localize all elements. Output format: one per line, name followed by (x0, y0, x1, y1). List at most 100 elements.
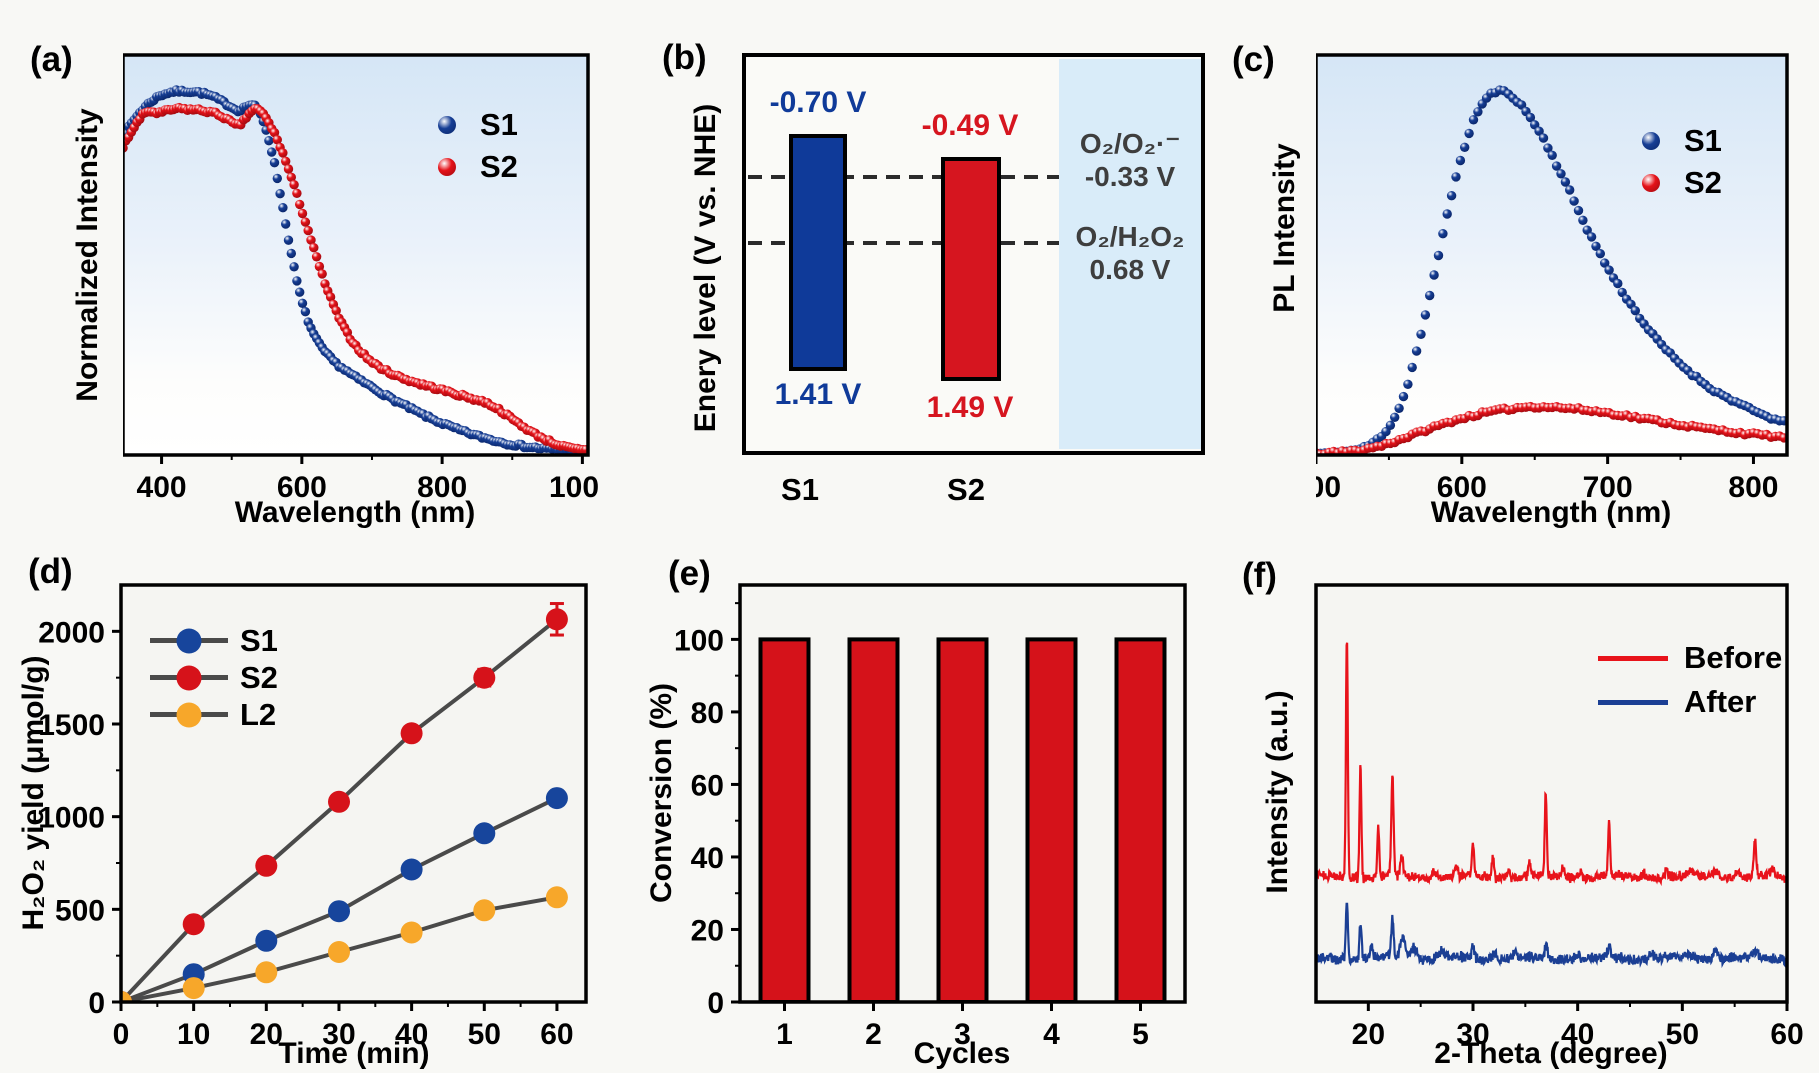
y-tick-label: 80 (691, 697, 724, 730)
legend-item-s1: S1 (438, 104, 518, 146)
legend-item-s2: S2 (1642, 162, 1722, 204)
panel-f-legend: Before After (1598, 636, 1782, 724)
s1-marker-icon (438, 116, 456, 134)
panel-d-plot: 0 10 20 30 40 50 60 0 500 1000 1500 2000 (38, 583, 588, 1051)
x-tick-label: 30 (1456, 1018, 1489, 1051)
l2-marker-icon (176, 702, 202, 727)
superoxide-potential-label: -0.33 V (1084, 161, 1176, 192)
h2o2-potential-label: 0.68 V (1089, 254, 1171, 285)
plot-border (1314, 583, 1789, 1004)
legend-item-before: Before (1598, 636, 1782, 680)
line-icon (150, 628, 228, 653)
panel-b-plot: -0.70 V 1.41 V -0.49 V 1.49 V O₂/O₂·⁻ -0… (742, 53, 1205, 455)
y-tick-label: 1000 (38, 802, 105, 835)
legend-label: S1 (1684, 123, 1722, 158)
legend-label: S1 (240, 622, 278, 658)
y-tick-label: 40 (691, 842, 724, 875)
x-tick-label: 400 (137, 471, 187, 504)
panel-d-xlabel: Time (min) (278, 1037, 430, 1070)
panel-b-letter: (b) (662, 38, 707, 77)
ref-line-o2-superoxide (748, 175, 1059, 179)
s2-marker-icon (1642, 174, 1660, 192)
panel-a-xlabel: Wavelength (nm) (234, 496, 476, 529)
bar-cycle-3 (936, 637, 989, 1002)
panel-d-letter: (d) (28, 552, 73, 591)
y-tick-label: 0 (88, 987, 105, 1020)
x-tick-label: 700 (1583, 471, 1633, 504)
panel-f-letter: (f) (1242, 556, 1277, 595)
s1-vb-label: 1.41 V (774, 378, 862, 411)
s2-marker-icon (176, 665, 202, 690)
legend-label: After (1684, 684, 1757, 719)
s1-marker-icon (176, 628, 202, 653)
x-tick-label: 1000 (549, 471, 599, 504)
series-S2 (1316, 401, 1787, 455)
x-tick-label: 500 (1316, 471, 1341, 504)
legend-item-l2: L2 (150, 696, 278, 733)
y-tick-label: 60 (691, 769, 724, 802)
panel-c-ylabel: PL Intensity (1268, 143, 1301, 313)
panel-e-xlabel: Cycles (913, 1037, 1011, 1070)
legend-label: Before (1684, 640, 1783, 675)
bar-cycle-5 (1114, 637, 1167, 1002)
series-L2 (121, 886, 568, 1002)
panel-b-shaded-region (1059, 59, 1201, 449)
x-tick-label: 30 (322, 1018, 355, 1051)
bar-cycle-4 (1025, 637, 1078, 1002)
y-tick-label: 1500 (38, 709, 105, 742)
panel-f-ylabel: Intensity (a.u.) (1261, 690, 1294, 894)
legend-label: S2 (480, 149, 518, 184)
x-tick-label: 20 (1352, 1018, 1385, 1051)
y-tick-label: 500 (55, 894, 105, 927)
panel-e-letter: (e) (668, 554, 711, 593)
x-tick-label: 40 (1561, 1018, 1594, 1051)
legend-item-s2: S2 (438, 146, 518, 188)
panel-a-plot: 400 600 800 1000 (123, 53, 599, 504)
legend-label: S1 (480, 107, 518, 142)
x-tick-label: 10 (177, 1018, 210, 1051)
y-tick-label: 0 (707, 987, 724, 1020)
panel-b-category-s1: S1 (781, 472, 819, 507)
line-icon (150, 702, 228, 727)
legend-label: S2 (1684, 165, 1722, 200)
x-tick-label: 600 (277, 471, 327, 504)
x-tick-label: 50 (468, 1018, 501, 1051)
x-tick-label: 1 (776, 1018, 793, 1051)
x-tick-label: 5 (1132, 1018, 1149, 1051)
x-tick-label: 800 (417, 471, 467, 504)
panel-a-legend: S1 S2 (438, 104, 518, 188)
panel-c-xlabel: Wavelength (nm) (1430, 496, 1672, 529)
before-line-icon (1598, 655, 1668, 661)
x-tick-label: 40 (395, 1018, 428, 1051)
y-tick-label: 100 (674, 624, 724, 657)
panel-b-category-s2: S2 (947, 472, 985, 507)
plot-border (123, 53, 590, 457)
ref-line-o2-h2o2 (748, 241, 1059, 245)
panel-a-ylabel: Normalized Intensity (71, 108, 104, 402)
x-tick-label: 800 (1728, 471, 1778, 504)
y-tick-label: 20 (691, 914, 724, 947)
s1-marker-icon (1642, 132, 1660, 150)
line-icon (150, 665, 228, 690)
panel-f-plot: 20 30 40 50 60 (1314, 583, 1804, 1051)
legend-label: S2 (240, 659, 278, 695)
panel-d-legend: S1 S2 L2 (150, 622, 278, 733)
x-tick-label: 2 (865, 1018, 882, 1051)
panel-f-xlabel: 2-Theta (degree) (1434, 1037, 1668, 1070)
x-tick-label: 4 (1043, 1018, 1060, 1051)
energy-bar-s2 (941, 157, 1001, 381)
series-After (1316, 902, 1787, 969)
s1-cb-label: -0.70 V (769, 86, 867, 119)
x-tick-label: 600 (1437, 471, 1487, 504)
after-line-icon (1598, 699, 1668, 705)
s2-marker-icon (438, 158, 456, 176)
y-tick-label: 2000 (38, 616, 105, 649)
series-S2 (123, 102, 588, 455)
panel-e-plot: 1 2 3 4 5 0 20 40 60 80 100 (674, 583, 1187, 1051)
legend-item-s2: S2 (150, 659, 278, 696)
bar-cycle-2 (847, 637, 900, 1002)
x-tick-label: 60 (540, 1018, 573, 1051)
legend-item-s1: S1 (150, 622, 278, 659)
x-tick-label: 50 (1666, 1018, 1699, 1051)
